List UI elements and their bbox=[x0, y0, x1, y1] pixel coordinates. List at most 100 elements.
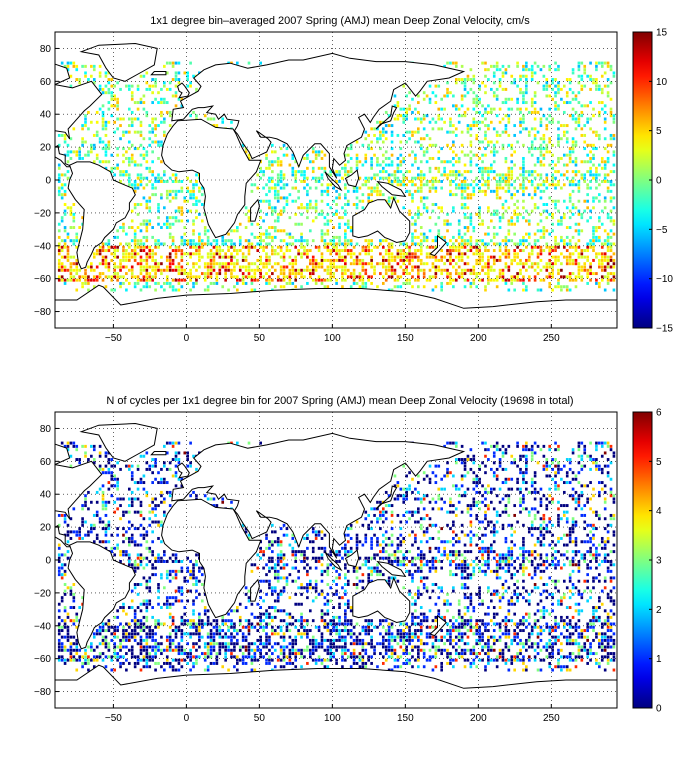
data-cell bbox=[446, 143, 449, 147]
data-cell bbox=[460, 206, 464, 210]
data-cell bbox=[457, 255, 461, 259]
data-cell bbox=[460, 94, 464, 98]
data-cell bbox=[341, 635, 344, 639]
data-cell bbox=[557, 272, 560, 276]
data-cell bbox=[195, 245, 198, 249]
data-cell bbox=[384, 258, 388, 262]
data-cell bbox=[259, 226, 262, 230]
data-cell bbox=[595, 635, 598, 639]
data-cell bbox=[92, 648, 96, 652]
data-cell bbox=[221, 645, 225, 649]
data-cell bbox=[434, 665, 438, 669]
data-cell bbox=[513, 133, 516, 137]
data-cell bbox=[189, 114, 192, 118]
data-cell bbox=[314, 180, 318, 183]
data-cell bbox=[539, 173, 543, 177]
data-cell bbox=[116, 81, 119, 85]
data-cell bbox=[592, 226, 595, 230]
data-cell bbox=[349, 252, 353, 256]
data-cell bbox=[329, 265, 333, 269]
data-cell bbox=[361, 258, 365, 262]
data-cell bbox=[98, 652, 102, 656]
data-cell bbox=[139, 262, 143, 266]
data-cell bbox=[320, 265, 324, 269]
data-cell bbox=[329, 638, 333, 642]
data-cell bbox=[361, 265, 365, 269]
data-cell bbox=[142, 196, 146, 200]
data-cell bbox=[352, 655, 356, 659]
data-cell bbox=[306, 252, 309, 256]
data-cell bbox=[268, 655, 271, 659]
data-cell bbox=[195, 242, 198, 246]
data-cell bbox=[303, 156, 306, 160]
data-cell bbox=[478, 209, 481, 213]
data-cell bbox=[122, 655, 125, 659]
data-cell bbox=[139, 173, 143, 177]
data-cell bbox=[148, 124, 152, 128]
data-cell bbox=[285, 645, 289, 649]
data-cell bbox=[122, 130, 125, 134]
data-cell bbox=[139, 288, 143, 292]
data-cell bbox=[568, 160, 572, 164]
data-cell bbox=[113, 645, 117, 649]
data-cell bbox=[598, 137, 601, 141]
data-cell bbox=[475, 104, 479, 108]
data-cell bbox=[148, 245, 152, 249]
data-cell bbox=[294, 255, 298, 259]
data-cell bbox=[66, 245, 70, 249]
data-cell bbox=[265, 199, 268, 203]
data-cell bbox=[230, 642, 233, 646]
data-cell bbox=[557, 160, 560, 164]
data-cell bbox=[314, 156, 318, 160]
data-cell bbox=[481, 242, 484, 246]
data-cell bbox=[548, 252, 552, 256]
data-cell bbox=[244, 635, 248, 639]
data-cell bbox=[203, 232, 207, 236]
data-cell bbox=[522, 206, 525, 210]
data-cell bbox=[542, 87, 546, 91]
data-cell bbox=[571, 91, 575, 95]
data-cell bbox=[475, 285, 479, 289]
data-cell bbox=[151, 84, 154, 88]
data-cell bbox=[574, 117, 578, 121]
data-cell bbox=[475, 120, 479, 124]
data-cell bbox=[268, 180, 271, 183]
coastline bbox=[55, 63, 103, 168]
data-cell bbox=[417, 638, 420, 642]
data-cell bbox=[457, 183, 461, 187]
data-cell bbox=[571, 206, 575, 210]
data-cell bbox=[592, 176, 595, 180]
data-cell bbox=[513, 655, 516, 659]
data-cell bbox=[539, 196, 543, 200]
data-cell bbox=[501, 216, 505, 220]
data-cell bbox=[291, 268, 295, 272]
data-cell bbox=[180, 265, 184, 269]
data-cell bbox=[308, 249, 312, 253]
data-cell bbox=[560, 262, 563, 266]
data-cell bbox=[157, 268, 160, 272]
data-cell bbox=[224, 272, 227, 276]
data-cell bbox=[241, 252, 245, 256]
data-cell bbox=[189, 189, 192, 193]
data-cell bbox=[136, 278, 140, 282]
data-cell bbox=[233, 229, 236, 233]
data-cell bbox=[562, 110, 566, 114]
data-cell bbox=[510, 173, 514, 177]
data-cell bbox=[472, 648, 476, 652]
data-cell bbox=[598, 87, 601, 91]
data-cell bbox=[241, 272, 245, 276]
data-cell bbox=[381, 635, 385, 639]
data-cell bbox=[522, 114, 525, 118]
data-cell bbox=[352, 648, 356, 652]
data-cell bbox=[344, 196, 347, 200]
data-cell bbox=[236, 258, 239, 262]
data-cell bbox=[244, 150, 248, 154]
data-cell bbox=[434, 235, 438, 239]
data-cell bbox=[291, 153, 295, 157]
data-cell bbox=[160, 285, 163, 289]
data-cell bbox=[478, 222, 481, 226]
data-cell bbox=[72, 658, 76, 662]
data-cell bbox=[335, 638, 338, 642]
data-cell bbox=[75, 262, 79, 266]
data-cell bbox=[589, 242, 592, 246]
